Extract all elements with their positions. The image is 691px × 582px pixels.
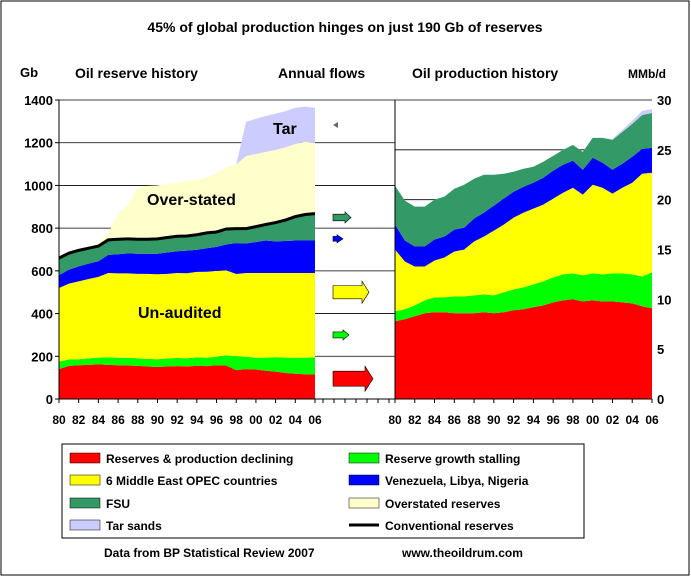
y-tick-label: 10 xyxy=(657,292,671,307)
arrow-6-middle-east-opec-countries xyxy=(332,280,370,305)
annotation-overstated: Over-stated xyxy=(147,192,236,209)
legend-box xyxy=(61,443,585,539)
annotation-unaudited: Un-audited xyxy=(138,305,222,322)
legend-label-fsu: FSU xyxy=(106,497,130,511)
x-tick-label: 02 xyxy=(606,413,620,427)
legend: Reserves & production declining Reserve g… xyxy=(61,443,585,539)
x-tick-label: 06 xyxy=(645,413,659,427)
legend-label-tar-sands: Tar sands xyxy=(106,519,162,533)
area-fsu xyxy=(395,112,652,247)
x-tick-label: 94 xyxy=(190,413,204,427)
legend-swatch-reserves-production-declining xyxy=(69,452,101,464)
x-tick-label: 98 xyxy=(230,413,244,427)
annotation-tar: Tar xyxy=(273,121,297,138)
legend-swatch-6-middle-east-opec-countries xyxy=(69,474,101,486)
y-tick-label: 0 xyxy=(46,392,53,407)
x-tick-label: 06 xyxy=(308,413,322,427)
x-tick-label: 92 xyxy=(507,413,521,427)
x-tick-label: 04 xyxy=(626,413,640,427)
x-tick-label: 96 xyxy=(210,413,224,427)
x-tick-label: 80 xyxy=(52,413,66,427)
y-tick-label: 800 xyxy=(31,221,53,236)
x-tick-label: 02 xyxy=(269,413,283,427)
x-tick-label: 80 xyxy=(388,413,402,427)
x-tick-label: 84 xyxy=(428,413,442,427)
x-tick-label: 88 xyxy=(131,413,145,427)
y-tick-label: 30 xyxy=(657,93,671,108)
area-venezuela-libya-nigeria xyxy=(59,240,315,288)
area-tar-sands xyxy=(59,106,315,259)
x-tick-label: 98 xyxy=(566,413,580,427)
x-tick-label: 00 xyxy=(586,413,600,427)
x-tick-label: 82 xyxy=(408,413,422,427)
y-tick-label: 25 xyxy=(657,143,671,158)
y-tick-label: 1400 xyxy=(24,93,53,108)
legend-label-venezuela-libya-nigeria: Venezuela, Libya, Nigeria xyxy=(385,474,529,488)
legend-swatch-overstated-reserves xyxy=(348,497,380,509)
arrow-reserves-production-declining xyxy=(332,365,374,393)
arrow-tar-sands xyxy=(333,122,338,128)
legend-swatch-tar-sands xyxy=(69,519,101,531)
y-tick-label: 0 xyxy=(657,392,664,407)
area-6-middle-east-opec-countries xyxy=(395,172,652,312)
area-reserves-production-declining xyxy=(59,364,315,399)
y-tick-label: 15 xyxy=(657,243,671,258)
flows-chart xyxy=(315,99,395,403)
arrow-fsu xyxy=(332,211,352,224)
y-tick-label: 400 xyxy=(31,307,53,322)
area-overstated-reserves xyxy=(59,141,315,259)
y-tick-label: 1200 xyxy=(24,136,53,151)
production-chart: 0 5 10 15 20 25 30 80 82 84 86 88 90 92 94 96 98 00 02 04 06 xyxy=(388,93,671,427)
area-venezuela-libya-nigeria xyxy=(395,147,652,267)
legend-swatch-venezuela-libya-nigeria xyxy=(348,474,380,486)
x-tick-label: 00 xyxy=(249,413,263,427)
line-conventional-reserves xyxy=(58,212,316,260)
x-tick-label: 94 xyxy=(527,413,541,427)
production-panel-title: Oil production history xyxy=(412,65,558,81)
y-tick-label: 5 xyxy=(657,342,664,357)
area-reserve-growth-stalling xyxy=(59,355,315,375)
footer-source: Data from BP Statistical Review 2007 xyxy=(104,546,315,560)
x-tick-label: 96 xyxy=(546,413,560,427)
flows-panel-title: Annual flows xyxy=(278,65,365,81)
y-tick-label: 1000 xyxy=(24,178,53,193)
x-tick-label: 90 xyxy=(151,413,165,427)
area-reserves-production-declining xyxy=(395,299,652,399)
x-tick-label: 86 xyxy=(448,413,462,427)
legend-swatch-reserve-growth-stalling xyxy=(348,452,380,464)
reserves-panel-title: Oil reserve history xyxy=(75,65,198,81)
legend-label-reserves-production-declining: Reserves & production declining xyxy=(106,452,293,466)
footer-url: www.theoildrum.com xyxy=(401,546,523,560)
left-unit-label: Gb xyxy=(20,65,38,80)
legend-label-overstated-reserves: Overstated reserves xyxy=(385,497,501,511)
x-tick-label: 88 xyxy=(467,413,481,427)
x-tick-label: 86 xyxy=(111,413,125,427)
x-tick-label: 82 xyxy=(72,413,86,427)
x-tick-label: 04 xyxy=(289,413,303,427)
legend-label-6-middle-east-opec-countries: 6 Middle East OPEC countries xyxy=(106,474,278,488)
arrow-venezuela-libya-nigeria xyxy=(332,234,344,244)
legend-swatch-fsu xyxy=(69,497,101,509)
area-reserve-growth-stalling xyxy=(395,272,652,322)
x-tick-label: 84 xyxy=(92,413,106,427)
area-6-middle-east-opec-countries xyxy=(59,270,315,362)
arrow-reserve-growth-stalling xyxy=(332,329,350,341)
chart-title: 45% of global production hinges on just … xyxy=(147,19,542,35)
legend-label-conventional-reserves: Conventional reserves xyxy=(385,519,514,533)
y-tick-label: 600 xyxy=(31,264,53,279)
x-tick-label: 90 xyxy=(487,413,501,427)
x-tick-label: 92 xyxy=(170,413,184,427)
y-tick-label: 20 xyxy=(657,193,671,208)
legend-label-reserve-growth-stalling: Reserve growth stalling xyxy=(385,452,520,466)
right-unit-label: MMb/d xyxy=(628,67,666,81)
y-tick-label: 200 xyxy=(31,349,53,364)
flows-area xyxy=(315,100,395,399)
